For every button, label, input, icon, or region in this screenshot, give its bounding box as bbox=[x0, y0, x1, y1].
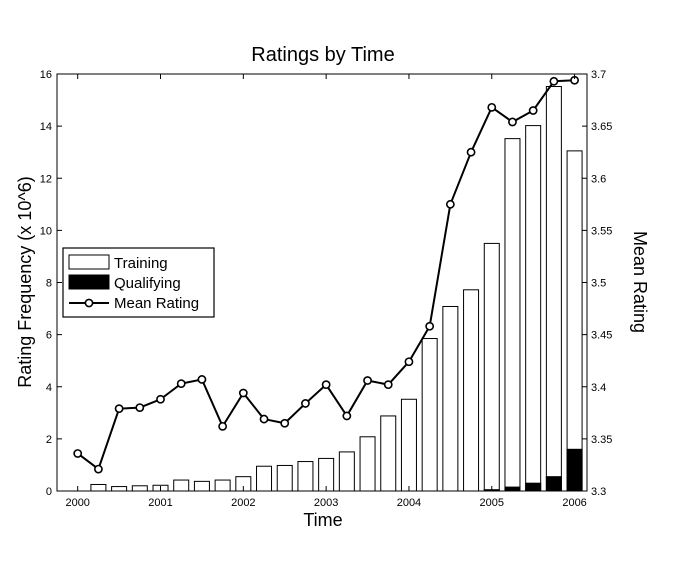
training-bar bbox=[131, 485, 148, 492]
y2-tick-label: 3.45 bbox=[591, 330, 612, 342]
y-tick-label: 16 bbox=[40, 69, 52, 81]
y2-tick-label: 3.7 bbox=[591, 69, 606, 81]
y-tick-label: 8 bbox=[46, 278, 52, 290]
mean-rating-point bbox=[466, 147, 476, 157]
y-tick-label: 6 bbox=[46, 330, 52, 342]
y2-tick-label: 3.4 bbox=[591, 382, 606, 394]
legend-label-qualifying: Qualifying bbox=[114, 275, 181, 292]
y2-tick-label: 3.3 bbox=[591, 486, 606, 498]
y2-tick-label: 3.6 bbox=[591, 173, 606, 185]
training-bar bbox=[380, 415, 397, 492]
y-tick-label: 4 bbox=[46, 382, 52, 394]
mean-rating-point bbox=[94, 464, 103, 474]
training-bar bbox=[525, 125, 542, 492]
y-tick-label: 10 bbox=[40, 225, 52, 237]
training-bar bbox=[463, 289, 480, 492]
mean-rating-point bbox=[218, 421, 228, 431]
y-tick-label: 12 bbox=[40, 173, 52, 185]
x-tick-label: 2005 bbox=[480, 497, 504, 509]
mean-rating-point bbox=[425, 321, 435, 331]
training-bar bbox=[90, 483, 107, 492]
x-tick-label: 2006 bbox=[562, 497, 586, 509]
qualifying-bar bbox=[566, 448, 583, 492]
axes-layer: 0 2 4 6 8 10 12 14 16 3.3 3.35 3.4 3.45 3.5 3.55 3.6 3.6… bbox=[40, 69, 613, 509]
training-bar bbox=[173, 479, 190, 492]
mean-rating-point bbox=[238, 388, 248, 398]
mean-rating-point bbox=[383, 380, 393, 390]
legend: Training Qualifying Mean Rating bbox=[62, 247, 215, 318]
training-bar bbox=[193, 480, 210, 492]
training-bar bbox=[338, 451, 355, 492]
y2-tick-label: 3.65 bbox=[591, 121, 612, 133]
mean-rating-point bbox=[404, 357, 414, 367]
training-bar bbox=[256, 465, 273, 492]
mean-rating-point bbox=[445, 199, 455, 209]
mean-rating-point bbox=[259, 414, 269, 424]
legend-swatch-training bbox=[68, 254, 110, 270]
x-tick-label: 2002 bbox=[231, 497, 255, 509]
training-bar bbox=[566, 150, 583, 492]
legend-swatch-mean-marker bbox=[84, 298, 94, 308]
legend-label-mean-rating: Mean Rating bbox=[114, 295, 199, 312]
training-bar bbox=[421, 338, 438, 492]
x-tick-label: 2000 bbox=[65, 497, 89, 509]
training-bar bbox=[442, 305, 459, 492]
mean-rating-point bbox=[487, 102, 497, 112]
mean-rating-layer bbox=[73, 75, 579, 474]
mean-rating-point bbox=[342, 411, 352, 421]
mean-rating-point bbox=[321, 380, 331, 390]
legend-label-training: Training bbox=[114, 255, 168, 272]
y-tick-label: 0 bbox=[46, 486, 52, 498]
y2-tick-label: 3.55 bbox=[591, 225, 612, 237]
training-bar bbox=[359, 436, 376, 492]
x-tick-label: 2001 bbox=[148, 497, 172, 509]
mean-rating-point bbox=[301, 399, 310, 408]
training-bar bbox=[297, 461, 314, 492]
qualifying-bar bbox=[545, 476, 562, 492]
mean-rating-point bbox=[73, 449, 83, 458]
y2-axis-title: Mean Rating bbox=[630, 231, 650, 333]
mean-rating-point bbox=[135, 403, 145, 412]
y-tick-label: 2 bbox=[46, 434, 52, 446]
training-bar bbox=[111, 486, 128, 492]
qualifying-bar bbox=[504, 486, 521, 492]
mean-rating-point bbox=[176, 379, 186, 389]
x-axis-title: Time bbox=[303, 510, 342, 530]
y2-tick-label: 3.5 bbox=[591, 278, 606, 290]
mean-rating-point bbox=[114, 404, 124, 414]
training-bar bbox=[483, 242, 500, 492]
y2-tick-label: 3.35 bbox=[591, 434, 612, 446]
mean-rating-point bbox=[528, 106, 538, 115]
training-bar bbox=[545, 86, 562, 492]
mean-rating-point bbox=[549, 76, 559, 86]
training-bar bbox=[400, 398, 417, 492]
y-axis-title: Rating Frequency (x 10^6) bbox=[15, 176, 35, 388]
training-bar bbox=[276, 464, 293, 492]
training-bar bbox=[504, 138, 521, 492]
mean-rating-point bbox=[508, 117, 517, 127]
x-tick-label: 2003 bbox=[314, 497, 338, 509]
mean-rating-point bbox=[280, 418, 290, 428]
qualifying-bar bbox=[525, 482, 542, 492]
mean-rating-point bbox=[197, 375, 207, 384]
y-tick-label: 14 bbox=[40, 121, 52, 133]
training-bar bbox=[214, 479, 231, 492]
legend-swatch-qualifying bbox=[68, 274, 110, 290]
chart-title: Ratings by Time bbox=[251, 44, 394, 66]
x-tick-label: 2004 bbox=[397, 497, 421, 509]
mean-rating-point bbox=[156, 394, 165, 404]
mean-rating-point bbox=[363, 376, 372, 385]
